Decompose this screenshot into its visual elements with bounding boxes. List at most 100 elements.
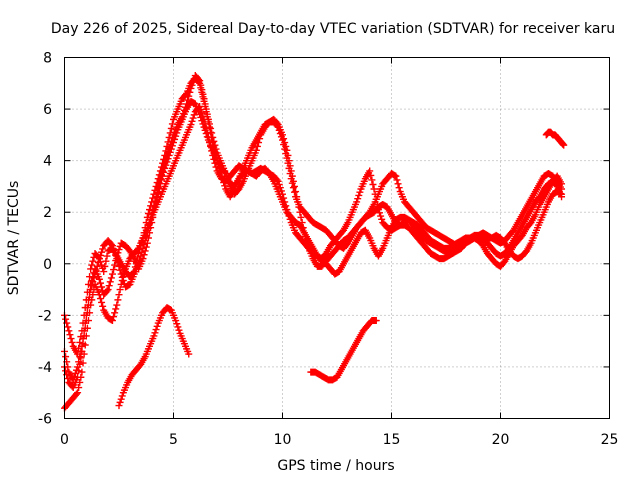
data-point xyxy=(209,133,217,141)
data-point xyxy=(282,202,290,210)
data-point xyxy=(95,291,103,299)
y-tick-label: -4 xyxy=(38,360,52,376)
data-point xyxy=(164,148,172,156)
y-tick-label: 8 xyxy=(43,51,52,67)
data-point xyxy=(558,185,566,193)
data-point xyxy=(202,105,210,113)
data-point xyxy=(188,117,196,125)
data-point xyxy=(276,184,284,192)
x-tick-label: 0 xyxy=(60,432,69,448)
grid-lines xyxy=(64,57,610,419)
data-point xyxy=(79,359,87,367)
data-point xyxy=(110,313,118,321)
data-point xyxy=(301,233,309,241)
y-tick-label: -2 xyxy=(38,308,52,324)
data-point xyxy=(112,251,120,259)
data-point xyxy=(163,151,171,159)
data-point xyxy=(72,390,80,398)
series-track-7 xyxy=(542,128,568,149)
data-point xyxy=(190,111,198,119)
data-point xyxy=(181,91,189,99)
data-point xyxy=(369,180,377,188)
data-point xyxy=(185,92,193,100)
data-point xyxy=(162,155,170,163)
data-point xyxy=(78,368,86,376)
data-point xyxy=(283,206,291,214)
data-point xyxy=(136,256,144,264)
data-point xyxy=(179,110,187,118)
y-tick-label: 4 xyxy=(43,154,52,170)
data-point xyxy=(99,245,107,253)
chart-title: Day 226 of 2025, Sidereal Day-to-day VTE… xyxy=(51,21,615,37)
data-point xyxy=(89,278,97,286)
data-point xyxy=(111,309,119,317)
data-point xyxy=(280,194,288,202)
data-point xyxy=(211,141,219,149)
data-point xyxy=(282,150,290,158)
data-point xyxy=(174,323,182,331)
data-point xyxy=(88,261,96,269)
data-point xyxy=(148,211,156,219)
data-point xyxy=(150,332,158,340)
data-point xyxy=(76,353,84,361)
data-point xyxy=(110,266,118,274)
data-point xyxy=(273,122,281,130)
data-point xyxy=(372,317,380,325)
data-point xyxy=(212,163,220,171)
data-point xyxy=(95,255,103,263)
data-point xyxy=(100,268,108,276)
data-point xyxy=(105,282,113,290)
data-point xyxy=(195,75,203,83)
data-point xyxy=(277,133,285,141)
data-point xyxy=(173,320,181,328)
data-point xyxy=(378,215,386,223)
data-point xyxy=(283,154,291,162)
data-point xyxy=(187,121,195,129)
data-point xyxy=(116,398,124,406)
data-point xyxy=(393,176,401,184)
data-point xyxy=(110,245,118,253)
data-point xyxy=(367,171,375,179)
data-point xyxy=(95,275,103,283)
data-point xyxy=(284,209,292,217)
data-point xyxy=(297,213,305,221)
data-point xyxy=(152,326,160,334)
data-point xyxy=(75,367,83,375)
data-point xyxy=(300,229,308,237)
y-axis-label: SDTVAR / TECUs xyxy=(6,181,22,296)
data-point xyxy=(140,240,148,248)
data-point xyxy=(198,109,206,117)
data-point xyxy=(92,266,100,274)
series-track-6 xyxy=(307,317,380,384)
data-point xyxy=(96,295,104,303)
data-point xyxy=(141,237,149,245)
data-point xyxy=(168,134,176,142)
data-point xyxy=(119,277,127,285)
data-point xyxy=(184,96,192,104)
data-point xyxy=(108,242,116,250)
data-point xyxy=(286,170,294,178)
data-point xyxy=(185,350,193,358)
data-point xyxy=(186,88,194,96)
data-point xyxy=(115,262,123,270)
data-point xyxy=(207,142,215,150)
data-point xyxy=(167,137,175,145)
data-point xyxy=(275,126,283,134)
data-point xyxy=(74,389,82,397)
data-point xyxy=(189,114,197,122)
data-point xyxy=(274,177,282,185)
data-point xyxy=(107,274,115,282)
series-track-4 xyxy=(61,72,566,392)
data-point xyxy=(146,220,154,228)
data-point xyxy=(560,141,568,149)
data-point xyxy=(208,129,216,137)
data-point xyxy=(81,324,89,332)
data-point xyxy=(84,301,92,309)
data-point xyxy=(370,185,378,193)
data-point xyxy=(199,90,207,98)
data-point xyxy=(143,229,151,237)
data-point xyxy=(276,130,284,138)
data-point xyxy=(118,392,126,400)
data-point xyxy=(120,269,128,277)
